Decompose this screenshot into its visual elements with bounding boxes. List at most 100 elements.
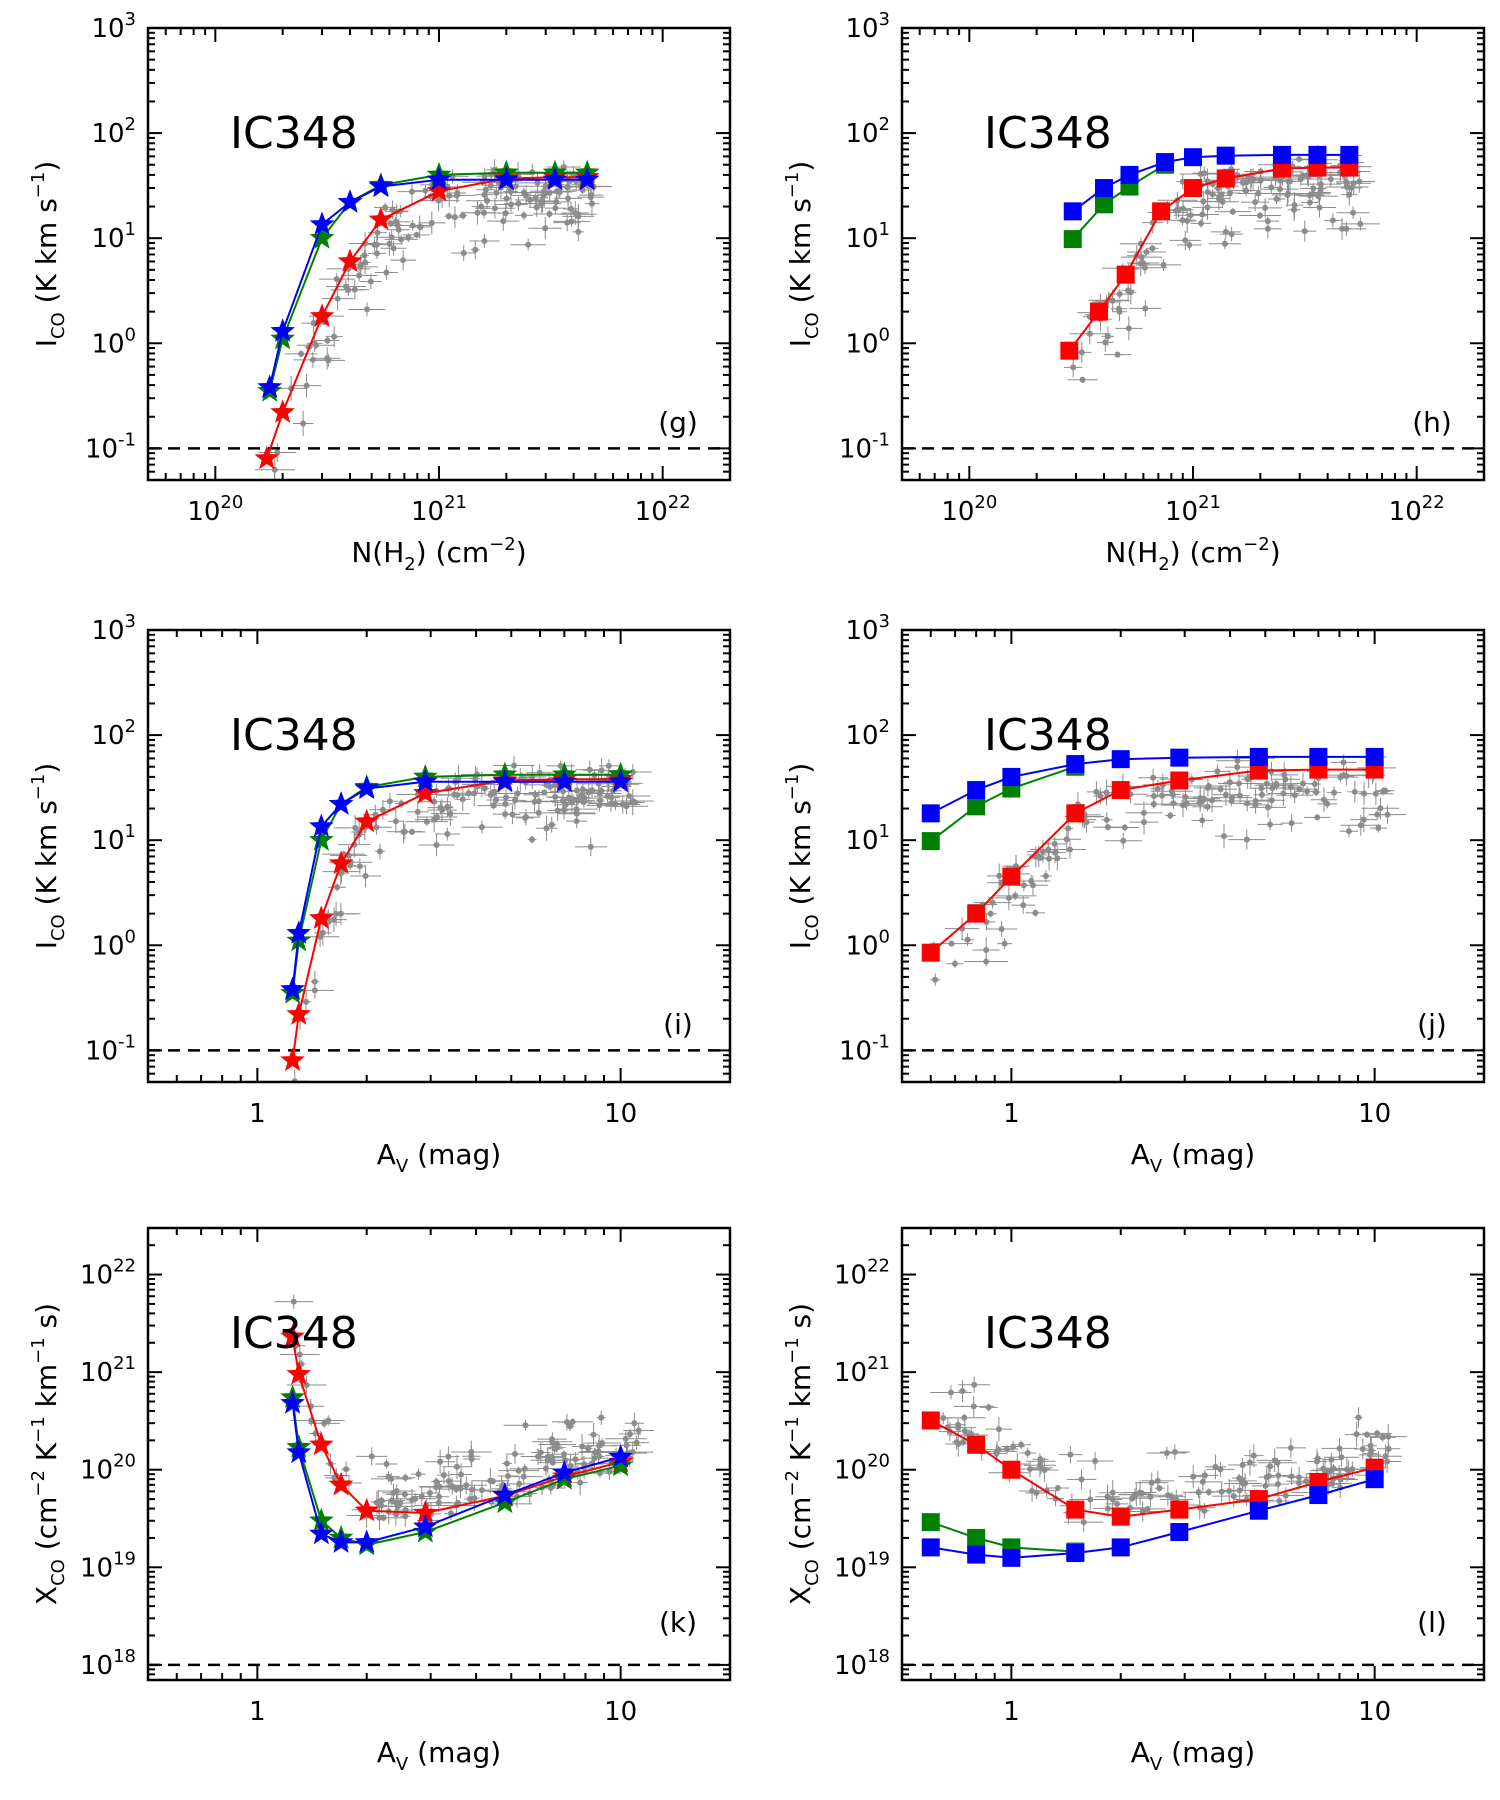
marker-blue (494, 166, 519, 191)
data-point (1133, 799, 1174, 809)
grey-point (948, 940, 955, 947)
grey-point (1190, 1473, 1197, 1480)
data-point (466, 1480, 478, 1499)
data-point (503, 185, 518, 198)
grey-point (1296, 156, 1303, 163)
grey-point (989, 899, 996, 906)
x-axis-label: N(H2) (cm−2) (351, 534, 526, 575)
data-point (1215, 824, 1233, 849)
marker-blue (280, 1390, 305, 1414)
grey-point (1252, 199, 1259, 206)
grey-point (587, 194, 594, 201)
grey-point (985, 1404, 992, 1411)
grey-point (1229, 208, 1236, 215)
grey-point (511, 797, 518, 804)
data-point (1321, 1438, 1358, 1459)
grey-point (1264, 804, 1271, 811)
marker-blue (608, 1444, 633, 1468)
data-point (1066, 1469, 1097, 1490)
grey-point (598, 1414, 605, 1421)
data-point (418, 796, 450, 808)
marker-blue (337, 189, 363, 213)
data-point (1072, 341, 1092, 364)
marker-red (1170, 771, 1189, 790)
grey-point (503, 794, 510, 801)
marker-red (967, 904, 986, 923)
grey-point (562, 1457, 569, 1464)
grey-point (1281, 771, 1288, 778)
data-point (546, 760, 575, 771)
grey-point (1291, 206, 1298, 213)
grey-point (1212, 1463, 1219, 1470)
y-tick-label: 103 (845, 611, 890, 646)
grey-point (402, 1474, 409, 1481)
marker-green (967, 797, 986, 816)
marker-blue (1184, 148, 1202, 167)
grey-point (983, 958, 990, 965)
marker-red (1060, 341, 1079, 360)
data-point (496, 799, 515, 808)
grey-point (484, 197, 491, 204)
grey-point (1200, 198, 1207, 205)
data-point (1208, 238, 1241, 250)
grey-point (1226, 1488, 1233, 1495)
grey-point (361, 252, 368, 259)
grey-point (596, 1442, 603, 1449)
grey-point (1137, 1489, 1144, 1496)
data-point (484, 784, 497, 805)
series-line-green (1072, 163, 1166, 240)
grey-point (1120, 837, 1127, 844)
grey-point (444, 830, 451, 837)
grey-point (553, 198, 560, 205)
grey-point (1221, 833, 1228, 840)
grey-point (1309, 190, 1316, 197)
grey-point (1313, 1458, 1320, 1465)
marker-blue (1063, 202, 1082, 221)
grey-point (303, 382, 310, 389)
grey-point (598, 787, 605, 794)
grey-point (1150, 774, 1157, 781)
grey-point (503, 1460, 510, 1467)
data-point (537, 1461, 555, 1476)
marker-blue (1308, 145, 1327, 164)
grey-point (1121, 824, 1128, 831)
grey-point (491, 166, 498, 173)
marker-blue (280, 976, 305, 1000)
grey-point (1222, 791, 1229, 798)
grey-point (1086, 330, 1093, 337)
grey-point (561, 1451, 568, 1458)
grey-point (459, 796, 466, 803)
grey-point (357, 261, 364, 268)
grey-point (1104, 1493, 1111, 1500)
data-point (554, 799, 574, 820)
marker-blue (1156, 153, 1175, 172)
grey-point (556, 189, 563, 196)
data-point (1169, 230, 1201, 251)
data-point (384, 234, 418, 245)
data-point (528, 216, 563, 240)
marker-red (309, 905, 334, 929)
grey-point (579, 1443, 586, 1450)
grey-point (951, 960, 958, 967)
grey-point (1204, 189, 1211, 196)
data-point (985, 1416, 1013, 1442)
data-point (563, 201, 580, 217)
x-tick-label: 1 (1003, 1697, 1020, 1727)
grey-point (1027, 1466, 1034, 1473)
grey-point (1163, 1449, 1170, 1456)
data-point (1046, 1484, 1070, 1492)
grey-point (478, 1487, 485, 1494)
data-point (1354, 1407, 1363, 1428)
data-point (1025, 909, 1046, 917)
data-point (450, 1463, 473, 1486)
grey-point (309, 356, 316, 363)
grey-point (542, 1465, 549, 1472)
data-point (1101, 812, 1113, 828)
x-tick-label: 10 (604, 1697, 637, 1727)
grey-point (1033, 1489, 1040, 1496)
data-point (411, 1468, 426, 1480)
grey-point (1184, 217, 1191, 224)
data-point (1230, 184, 1262, 197)
grey-point (451, 214, 458, 221)
data-point (315, 336, 340, 345)
